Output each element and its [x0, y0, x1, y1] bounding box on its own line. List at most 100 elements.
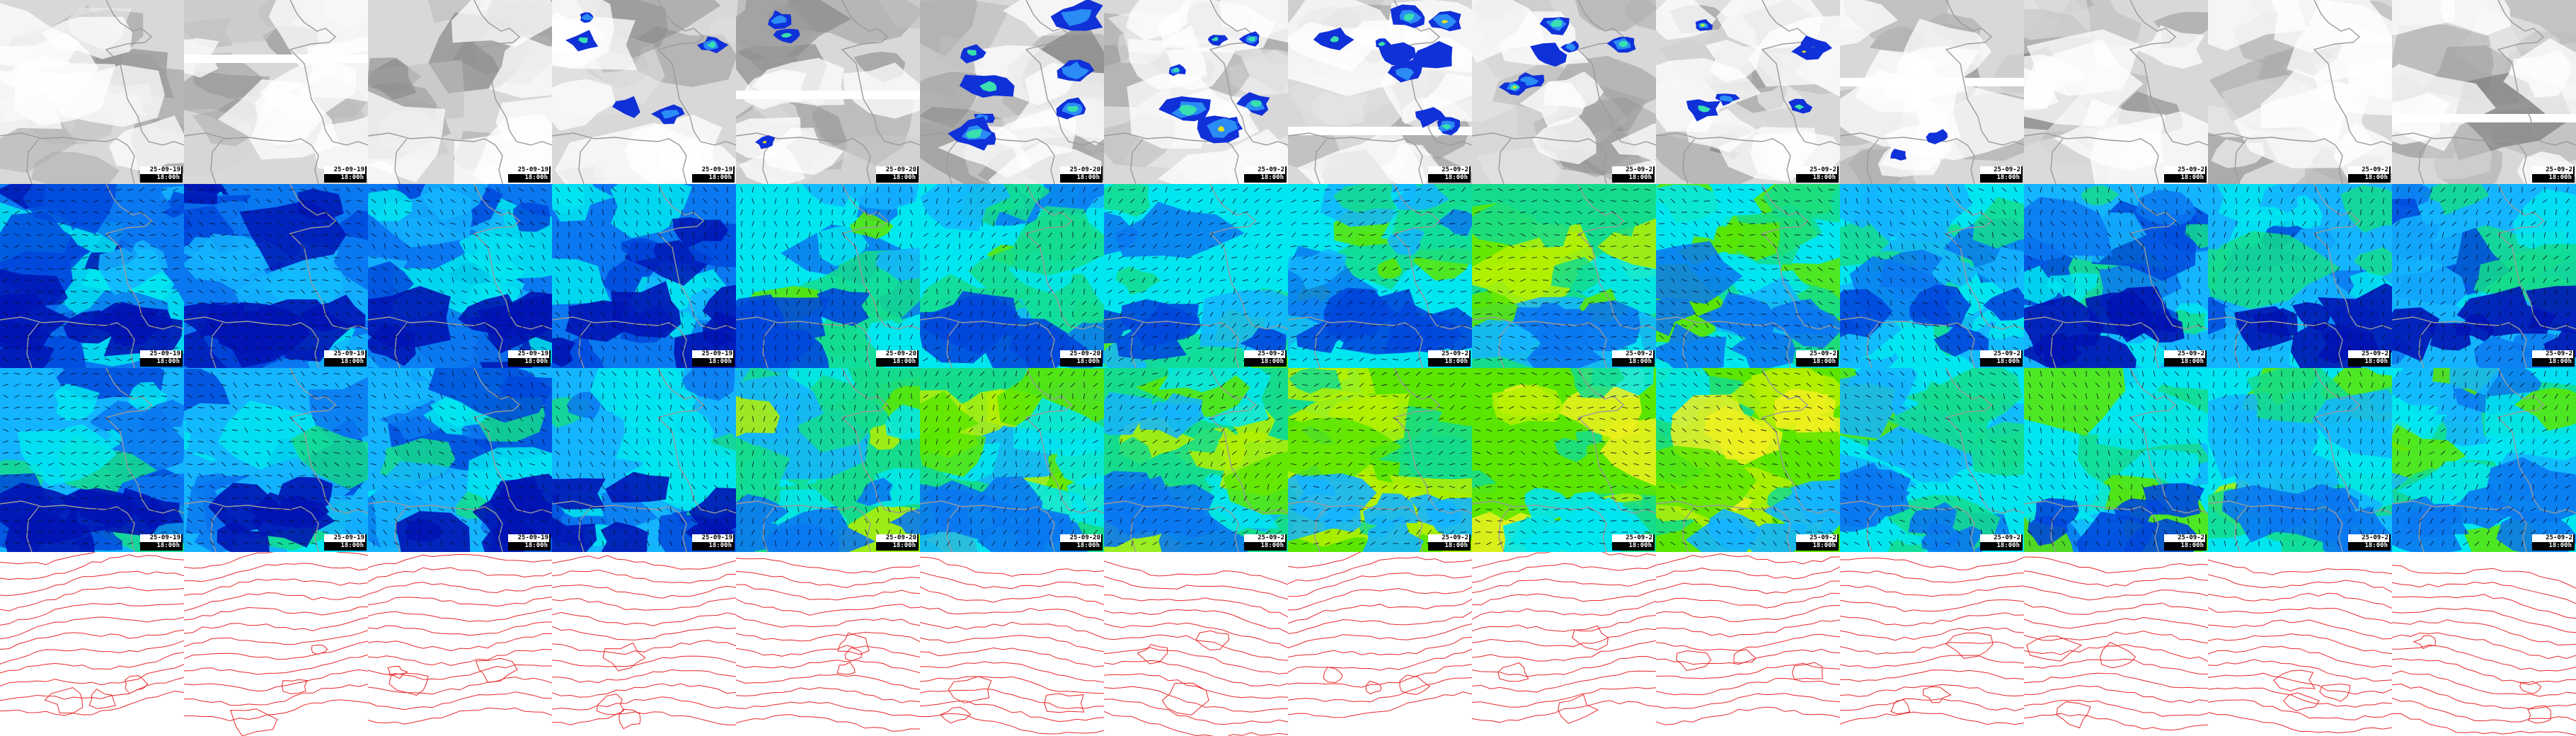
map-tile-pressure [2024, 552, 2208, 736]
forecast-time: 18:00h [1628, 358, 1652, 365]
map-panel [920, 552, 1104, 736]
precipitation-area [612, 96, 640, 118]
isobar-lines [736, 558, 920, 732]
wind-speed-area [1377, 258, 1402, 279]
forecast-date: 25-09-19 [692, 166, 733, 174]
coastline [736, 184, 920, 368]
forecast-time: 18:00h [524, 174, 548, 181]
wind-speed-area [1398, 420, 1472, 490]
wind-speed-area [1333, 184, 1398, 213]
wind-speed-area [1223, 451, 1288, 515]
wind-speed-area [1115, 202, 1245, 258]
wind-arrows [1107, 371, 1283, 546]
forecast-date: 25-09-2 [1428, 166, 1469, 174]
timestamp-label: 25-09-2 18:00h [1796, 534, 1839, 551]
map-panel [552, 0, 736, 184]
precipitation-area [1890, 149, 1907, 161]
wind-speed-area [54, 384, 100, 421]
timestamp-label: 25-09-19 18:00h [508, 350, 551, 367]
forecast-date: 25-09-2 [1796, 166, 1837, 174]
wind-arrows [2, 188, 179, 362]
map-panel [184, 368, 368, 552]
wind-speed-area [795, 374, 895, 453]
forecast-date: 25-09-2 [1244, 534, 1285, 542]
forecast-date: 25-09-19 [140, 534, 181, 542]
map-tile-wind-high: 25-09-2 18:00h [1472, 368, 1656, 552]
map-tile-wind-high: 25-09-2 18:00h [1104, 368, 1288, 552]
timestamp-label: 25-09-19 18:00h [508, 166, 551, 183]
wind-arrows [371, 371, 546, 546]
map-panel [1104, 552, 1288, 736]
forecast-date: 25-09-20 [1060, 166, 1101, 174]
map-tile-pressure [2392, 552, 2576, 736]
map-panel [1840, 184, 2024, 368]
wind-speed-area [2208, 231, 2342, 309]
forecast-time: 18:00h [1260, 174, 1284, 181]
coastline [2208, 184, 2392, 368]
wind-speed-area [2185, 224, 2208, 248]
map-panel [2024, 552, 2208, 736]
timestamp-label: 25-09-2 18:00h [1244, 534, 1287, 551]
map-panel [2392, 552, 2576, 736]
wind-speed-area [875, 247, 920, 282]
wind-arrows [1474, 188, 1651, 362]
wind-speed-area [184, 234, 272, 297]
wind-speed-area [2081, 185, 2120, 205]
wind-speed-area [1971, 247, 2024, 292]
forecast-time: 18:00h [2364, 542, 2388, 549]
wind-arrows [1658, 371, 1835, 546]
map-tile-pressure [1840, 552, 2024, 736]
timestamp-label: 25-09-2 18:00h [1244, 350, 1287, 367]
timestamp-label: 25-09-2 18:00h [2348, 350, 2391, 367]
forecast-date: 25-09-2 [1428, 534, 1469, 542]
timestamp-label: 25-09-19 18:00h [324, 350, 367, 367]
map-panel [1104, 0, 1288, 184]
map-panel [920, 184, 1104, 368]
timestamp-label: 25-09-19 18:00h [140, 166, 183, 183]
map-tile-cloud: 25-09-19 18:00h [184, 0, 368, 184]
wind-speed-area [2392, 424, 2466, 487]
isobar-lines [1840, 556, 2024, 725]
map-panel [1656, 0, 1840, 184]
map-tile-wind-high: 25-09-19 18:00h [552, 368, 736, 552]
wind-speed-area [610, 184, 692, 238]
wind-speed-area [870, 368, 920, 393]
map-panel [2392, 0, 2576, 184]
wind-speed-area [817, 224, 870, 267]
wind-arrows [2212, 370, 2386, 547]
wind-arrows [186, 371, 363, 546]
forecast-time: 18:00h [2548, 542, 2572, 549]
forecast-time: 18:00h [708, 174, 732, 181]
timestamp-label: 25-09-19 18:00h [508, 534, 551, 551]
wind-speed-area [128, 381, 167, 410]
map-panel [1840, 0, 2024, 184]
timestamp-label: 25-09-2 18:00h [1980, 534, 2023, 551]
map-tile-pressure [552, 552, 736, 736]
wind-speed-area [2024, 265, 2064, 304]
wind-speed-area [289, 368, 330, 386]
forecast-time: 18:00h [2548, 358, 2572, 365]
map-panel [2024, 368, 2208, 552]
map-panel [1472, 184, 1656, 368]
timestamp-label: 25-09-2 18:00h [1612, 166, 1655, 183]
timestamp-label: 25-09-2 18:00h [1612, 534, 1655, 551]
map-tile-wind-low: 25-09-19 18:00h [184, 184, 368, 368]
forecast-date: 25-09-19 [508, 350, 549, 358]
map-panel [1472, 0, 1656, 184]
map-panel [1288, 184, 1472, 368]
forecast-time: 18:00h [892, 174, 916, 181]
forecast-date: 25-09-2 [1428, 350, 1469, 358]
wind-speed-area [17, 424, 117, 486]
map-panel [1472, 368, 1656, 552]
wind-speed-area [368, 368, 446, 414]
wind-speed-area [672, 217, 729, 248]
map-tile-wind-high: 25-09-20 18:00h [920, 368, 1104, 552]
wind-speed-area [1248, 225, 1288, 275]
map-tile-cloud: 25-09-2 18:00h [2208, 0, 2392, 184]
forecast-time: 18:00h [156, 358, 180, 365]
timestamp-label: 25-09-2 18:00h [1244, 166, 1287, 183]
timestamp-label: 25-09-19 18:00h [324, 166, 367, 183]
timestamp-label: 25-09-2 18:00h [1428, 166, 1471, 183]
map-tile-cloud: 25-09-19 18:00h [0, 0, 184, 184]
